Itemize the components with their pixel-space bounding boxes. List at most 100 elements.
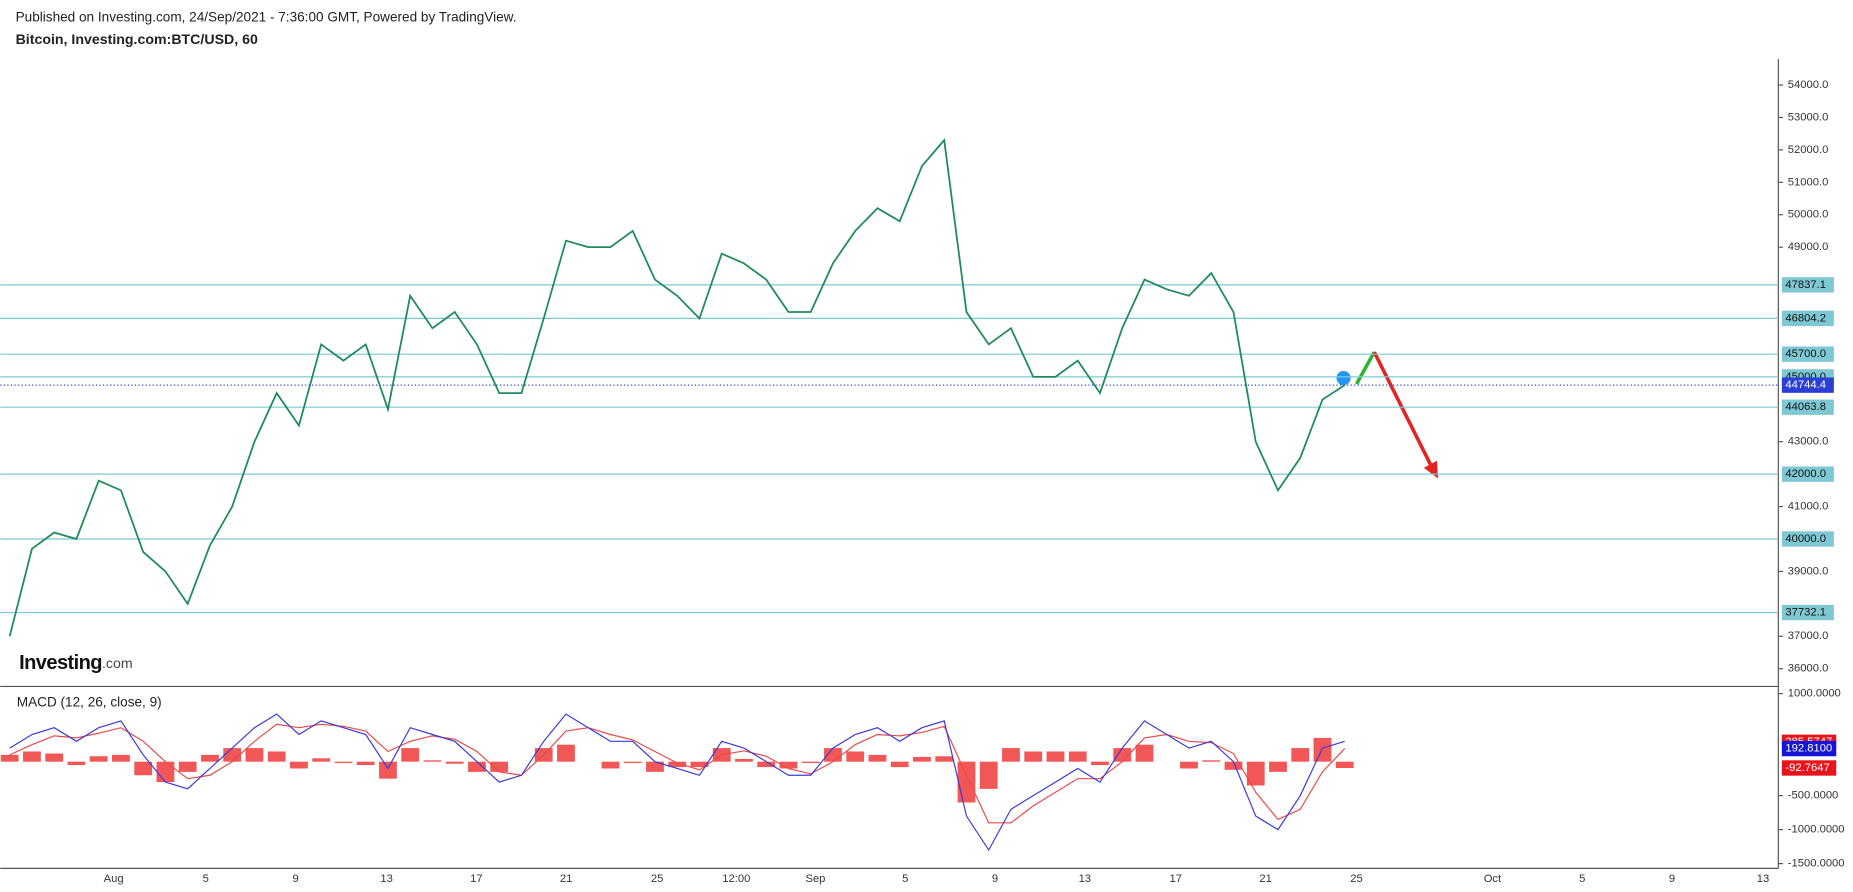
- histogram-bar: [1202, 760, 1221, 762]
- histogram-bar: [245, 748, 264, 762]
- histogram-bar: [290, 761, 308, 769]
- y-tick-label: 51000.0: [1788, 176, 1829, 188]
- x-tick-label: 9: [292, 873, 298, 885]
- histogram-bar: [445, 761, 464, 764]
- histogram-bar: [779, 761, 798, 769]
- level-label: 37732.1: [1785, 607, 1826, 619]
- up-arrow: [1355, 351, 1376, 385]
- histogram-bar: [178, 761, 197, 772]
- level-label: 40000.0: [1785, 533, 1826, 545]
- x-tick-label: 13: [380, 873, 392, 885]
- last-value-label: -92.7647: [1785, 762, 1829, 774]
- histogram-bar: [267, 751, 286, 762]
- last-price-label: 44744.4: [1785, 379, 1826, 391]
- histogram-bar: [601, 761, 620, 769]
- histogram-bar: [913, 756, 931, 762]
- y-tick-label: 49000.0: [1788, 241, 1829, 253]
- histogram-bar: [1335, 761, 1354, 768]
- level-label: 44063.8: [1785, 401, 1826, 413]
- logo-main: Investing: [19, 652, 102, 674]
- y-tick-label: 41000.0: [1788, 501, 1829, 513]
- y-tick-label: -1000.0000: [1788, 824, 1845, 836]
- signal-line: [9, 723, 1346, 824]
- macd-line: [9, 713, 1345, 852]
- level-label-box: [1781, 310, 1834, 327]
- histogram-bar: [557, 744, 575, 762]
- last-value-box: [1781, 760, 1837, 776]
- price-line: [8, 138, 1346, 637]
- level-label-box: [1781, 399, 1834, 415]
- logo-suffix: .com: [102, 656, 133, 672]
- histogram-bar: [156, 761, 175, 783]
- histogram-bar: [490, 761, 509, 772]
- histogram-bar: [356, 761, 375, 766]
- histogram-bar: [1224, 761, 1243, 770]
- marker-icon: [1336, 370, 1351, 386]
- x-tick-label: Aug: [104, 873, 124, 885]
- histogram-bar: [1091, 761, 1109, 766]
- histogram-bar: [1135, 744, 1154, 762]
- histogram-bar: [1269, 761, 1287, 772]
- y-tick-label: -1500.0000: [1788, 858, 1845, 870]
- histogram-bar: [401, 748, 420, 762]
- histogram-bar: [23, 751, 41, 762]
- histogram-bar: [757, 761, 776, 768]
- y-tick-label: 36000.0: [1788, 663, 1829, 675]
- histogram-bar: [690, 761, 709, 768]
- histogram-bar: [868, 754, 887, 762]
- histogram-bar: [134, 761, 153, 776]
- x-tick-label: 25: [1350, 873, 1362, 885]
- x-tick-label: 13: [1079, 873, 1091, 885]
- x-tick-label: 13: [1757, 873, 1769, 885]
- histogram-bar: [1002, 748, 1020, 762]
- histogram-bar: [223, 748, 242, 762]
- y-tick-label: -500.0000: [1788, 790, 1839, 802]
- histogram-bar: [334, 761, 353, 764]
- histogram-bar: [379, 761, 397, 779]
- level-label: 42000.0: [1785, 468, 1826, 480]
- x-tick-label: 21: [1259, 873, 1271, 885]
- level-label-box: [1781, 531, 1834, 547]
- x-tick-label: 25: [651, 873, 663, 885]
- level-label-box: [1781, 604, 1834, 621]
- y-tick-label: 50000.0: [1788, 209, 1829, 221]
- x-tick-label: 9: [1669, 873, 1675, 885]
- histogram-bar: [957, 761, 976, 803]
- histogram-bar: [979, 761, 998, 789]
- y-tick-label: 1000.0000: [1788, 688, 1841, 700]
- x-tick-label: Oct: [1484, 873, 1502, 885]
- logo: Investing.com: [19, 652, 133, 674]
- histogram-bar: [112, 754, 130, 762]
- histogram-bar: [67, 761, 86, 766]
- x-tick-label: 21: [560, 873, 572, 885]
- histogram-bar: [1180, 761, 1198, 769]
- histogram-bar: [735, 758, 753, 762]
- y-tick-label: 37000.0: [1788, 630, 1829, 642]
- histogram-bar: [1024, 751, 1043, 762]
- level-label-box: [1781, 466, 1834, 482]
- histogram-bar: [423, 760, 442, 762]
- histogram-bar: [1046, 751, 1065, 762]
- x-tick-label: 17: [470, 873, 482, 885]
- x-tick-label: Sep: [805, 873, 825, 885]
- x-tick-label: 5: [902, 873, 908, 885]
- y-tick-label: 52000.0: [1788, 144, 1829, 156]
- y-tick-label: 43000.0: [1788, 436, 1829, 448]
- histogram-bar: [846, 751, 865, 762]
- y-tick-label: 39000.0: [1788, 565, 1829, 577]
- x-tick-label: 17: [1170, 873, 1182, 885]
- level-label: 47837.1: [1785, 279, 1826, 291]
- histogram-bar: [89, 756, 108, 762]
- x-tick-label: 5: [1579, 873, 1585, 885]
- x-tick-label: 5: [203, 873, 209, 885]
- last-price-box: [1781, 377, 1834, 393]
- histogram-bar: [1113, 748, 1132, 762]
- histogram-bar: [1068, 751, 1087, 762]
- histogram-bar: [1291, 748, 1310, 762]
- histogram-bar: [0, 754, 19, 762]
- level-label: 45700.0: [1785, 348, 1826, 360]
- y-tick-label: 53000.0: [1788, 111, 1829, 123]
- histogram-bar: [468, 761, 486, 772]
- down-arrow: [1372, 351, 1437, 474]
